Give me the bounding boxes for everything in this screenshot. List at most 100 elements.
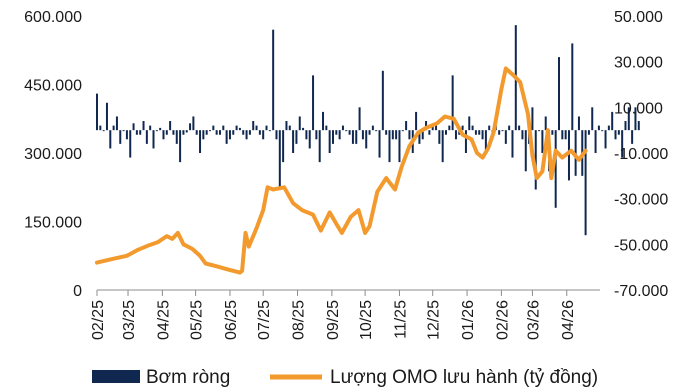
net-injection-bar	[199, 130, 202, 153]
net-injection-bar	[102, 130, 105, 132]
x-tick-label: 04/26	[560, 300, 577, 340]
net-injection-bar	[105, 102, 108, 131]
net-injection-bar	[132, 123, 135, 131]
right-tick-label: -30.000	[614, 192, 668, 209]
net-injection-bar	[341, 125, 344, 131]
net-injection-bar	[228, 130, 231, 140]
net-injection-bar	[318, 130, 321, 163]
right-tick-label: 50.000	[614, 9, 663, 26]
x-tick-label: 03/26	[525, 300, 542, 340]
net-injection-bar	[378, 130, 381, 158]
x-tick-label: 08/25	[291, 300, 308, 340]
net-injection-bar	[464, 130, 467, 153]
x-tick-label: 10/25	[358, 300, 375, 340]
left-tick-label: 600.000	[24, 9, 82, 26]
x-tick-label: 06/25	[223, 300, 240, 340]
x-tick-label: 07/25	[256, 300, 273, 340]
net-injection-bar	[252, 121, 255, 131]
left-tick-label: 0	[73, 283, 82, 300]
net-injection-bar	[567, 130, 570, 181]
net-injection-bar	[202, 130, 205, 140]
net-injection-bar	[461, 125, 464, 131]
net-injection-bar	[215, 130, 218, 135]
net-injection-bar	[454, 130, 457, 140]
net-injection-bar	[235, 125, 238, 131]
net-injection-bar	[119, 130, 122, 144]
net-injection-bar	[518, 125, 521, 131]
net-injection-bar	[531, 107, 534, 131]
net-injection-bar	[391, 130, 394, 140]
net-injection-bar	[331, 130, 334, 144]
net-injection-bar	[554, 130, 557, 208]
net-injection-bar	[431, 125, 434, 131]
net-injection-bar	[398, 130, 401, 163]
x-tick-label: 11/25	[392, 300, 409, 339]
x-tick-label: 02/26	[494, 300, 511, 340]
net-injection-bar	[248, 130, 251, 135]
net-injection-bar	[627, 107, 630, 131]
net-injection-bar	[195, 130, 198, 135]
net-injection-bar	[361, 130, 364, 140]
net-injection-bar	[484, 130, 487, 153]
net-injection-bar	[172, 130, 175, 135]
net-injection-bar	[524, 130, 527, 172]
net-injection-bar	[594, 130, 597, 153]
net-injection-bar	[129, 130, 132, 158]
net-injection-bar	[99, 125, 102, 131]
right-tick-label: -50.000	[614, 237, 668, 254]
x-tick-label: 05/25	[189, 300, 206, 340]
net-injection-bar	[182, 130, 185, 135]
net-injection-bar	[498, 130, 501, 135]
net-injection-bar	[561, 130, 564, 140]
net-injection-bar	[451, 75, 454, 131]
net-injection-bar	[478, 130, 481, 135]
net-injection-bar	[302, 127, 305, 131]
net-injection-bar	[551, 130, 554, 135]
net-injection-bar	[471, 125, 474, 131]
net-injection-bar	[335, 130, 338, 135]
net-injection-bar	[345, 130, 348, 132]
net-injection-bar	[109, 130, 112, 149]
net-injection-bar	[488, 125, 491, 131]
net-injection-bar	[348, 130, 351, 135]
net-injection-bar	[282, 130, 285, 163]
x-axis-labels: 02/25 03/25 04/25 05/25 06/25 07/25 08/25 09/25…	[90, 300, 577, 340]
x-tick-label: 12/25	[426, 300, 443, 340]
net-injection-bar	[428, 130, 431, 135]
net-injection-bar	[255, 125, 258, 131]
right-tick-label: -10.000	[614, 146, 668, 163]
net-injection-bar	[315, 130, 318, 140]
net-injection-bar	[268, 130, 271, 132]
net-injection-bar	[159, 127, 162, 131]
net-injection-bar	[415, 111, 418, 131]
net-injection-bar	[611, 111, 614, 131]
net-injection-bar	[508, 125, 511, 131]
net-injection-bar	[162, 130, 165, 140]
net-injection-bar	[322, 111, 325, 131]
net-injection-bar	[634, 107, 637, 131]
net-injection-bar	[371, 125, 374, 131]
net-injection-bar	[564, 130, 567, 140]
net-injection-bar	[209, 130, 212, 132]
net-injection-bar	[544, 116, 547, 131]
net-injection-bar	[597, 125, 600, 131]
left-tick-label: 450.000	[24, 78, 82, 95]
legend: Bơm ròng Lượng OMO lưu hành (tỷ đồng)	[92, 367, 598, 388]
net-injection-bar	[501, 130, 504, 132]
net-injection-bar	[401, 130, 404, 132]
net-injection-bar	[312, 75, 315, 131]
right-axis-labels: -70.000 -50.000 -30.000 -10.000 10.000 30.000…	[614, 9, 668, 300]
net-injection-bar	[584, 130, 587, 236]
net-injection-bar	[205, 130, 208, 135]
omo-line-layer	[95, 66, 588, 275]
net-injection-bar	[448, 125, 451, 131]
net-injection-bar	[368, 130, 371, 135]
net-injection-bar	[571, 43, 574, 131]
net-injection-bar	[149, 125, 152, 131]
net-injection-bar	[288, 125, 291, 131]
net-injection-bar	[225, 130, 228, 144]
net-injection-bar	[435, 125, 438, 131]
net-injection-bar	[521, 130, 524, 140]
net-injection-bar	[145, 130, 148, 144]
